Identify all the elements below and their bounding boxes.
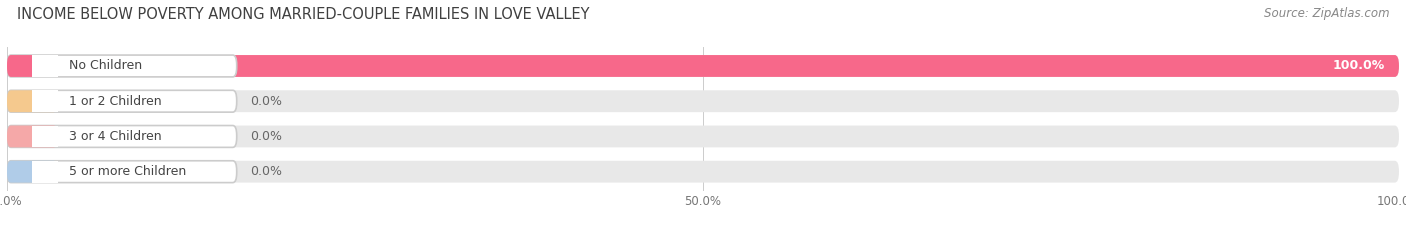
FancyBboxPatch shape bbox=[7, 126, 1399, 147]
Bar bbox=[32, 90, 58, 112]
FancyBboxPatch shape bbox=[7, 161, 1399, 183]
FancyBboxPatch shape bbox=[7, 126, 236, 147]
Text: 1 or 2 Children: 1 or 2 Children bbox=[69, 95, 162, 108]
FancyBboxPatch shape bbox=[7, 55, 1399, 77]
FancyBboxPatch shape bbox=[7, 55, 58, 77]
FancyBboxPatch shape bbox=[7, 126, 58, 147]
Text: 0.0%: 0.0% bbox=[250, 130, 283, 143]
Text: 0.0%: 0.0% bbox=[250, 165, 283, 178]
Text: 100.0%: 100.0% bbox=[1333, 59, 1385, 72]
FancyBboxPatch shape bbox=[7, 161, 58, 183]
FancyBboxPatch shape bbox=[7, 90, 1399, 112]
Text: INCOME BELOW POVERTY AMONG MARRIED-COUPLE FAMILIES IN LOVE VALLEY: INCOME BELOW POVERTY AMONG MARRIED-COUPL… bbox=[17, 7, 589, 22]
Text: 5 or more Children: 5 or more Children bbox=[69, 165, 186, 178]
FancyBboxPatch shape bbox=[7, 90, 58, 112]
Text: Source: ZipAtlas.com: Source: ZipAtlas.com bbox=[1264, 7, 1389, 20]
Text: 3 or 4 Children: 3 or 4 Children bbox=[69, 130, 162, 143]
Bar bbox=[32, 161, 58, 183]
FancyBboxPatch shape bbox=[7, 55, 236, 77]
Bar bbox=[32, 55, 58, 77]
FancyBboxPatch shape bbox=[7, 55, 1399, 77]
Bar bbox=[32, 126, 58, 147]
Text: No Children: No Children bbox=[69, 59, 142, 72]
Text: 0.0%: 0.0% bbox=[250, 95, 283, 108]
FancyBboxPatch shape bbox=[7, 161, 236, 183]
FancyBboxPatch shape bbox=[7, 90, 236, 112]
